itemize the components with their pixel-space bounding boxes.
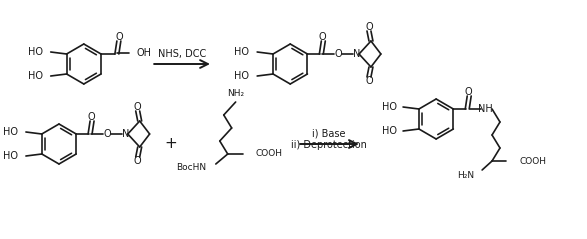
- Text: COOH: COOH: [520, 157, 547, 165]
- Text: NH: NH: [478, 104, 492, 114]
- Text: O: O: [365, 22, 373, 32]
- Text: O: O: [134, 102, 141, 112]
- Text: COOH: COOH: [255, 150, 282, 158]
- Text: BocHN: BocHN: [176, 163, 206, 173]
- Text: O: O: [319, 32, 326, 42]
- Text: HO: HO: [382, 126, 397, 136]
- Text: HO: HO: [382, 102, 397, 112]
- Text: N: N: [122, 129, 130, 139]
- Text: ii) Deprotection: ii) Deprotection: [291, 140, 367, 150]
- Text: OH: OH: [137, 48, 151, 58]
- Text: O: O: [464, 87, 472, 97]
- Text: O: O: [87, 112, 95, 122]
- Text: O: O: [115, 32, 123, 42]
- Text: O: O: [335, 49, 342, 59]
- Text: HO: HO: [28, 71, 43, 81]
- Text: H₂N: H₂N: [457, 170, 474, 179]
- Text: O: O: [365, 76, 373, 86]
- Text: HO: HO: [3, 151, 18, 161]
- Text: HO: HO: [3, 127, 18, 137]
- Text: O: O: [103, 129, 111, 139]
- Text: HO: HO: [28, 47, 43, 57]
- Text: +: +: [165, 136, 177, 152]
- Text: O: O: [134, 156, 141, 166]
- Text: N: N: [353, 49, 361, 59]
- Text: HO: HO: [234, 71, 249, 81]
- Text: NH₂: NH₂: [227, 88, 244, 98]
- Text: HO: HO: [234, 47, 249, 57]
- Text: i) Base: i) Base: [312, 128, 346, 138]
- Text: NHS, DCC: NHS, DCC: [158, 49, 206, 59]
